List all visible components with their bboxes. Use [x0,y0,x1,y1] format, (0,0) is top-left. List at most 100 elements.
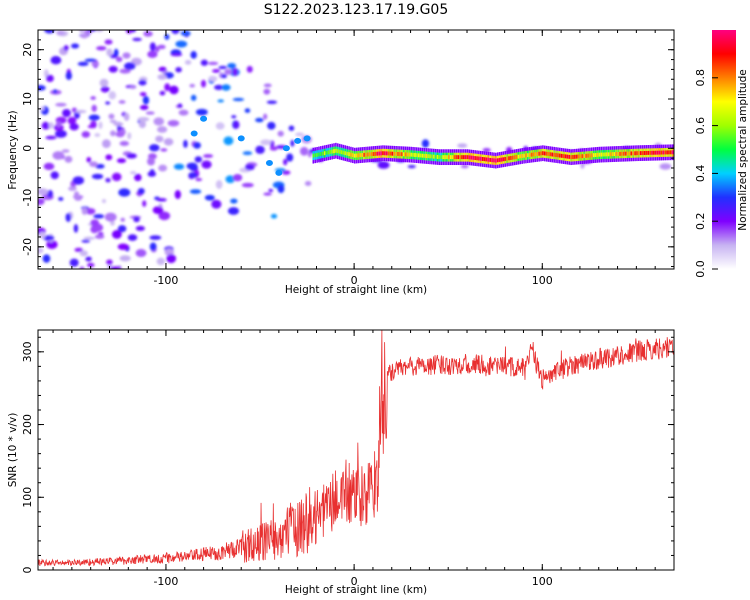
noise-blob [79,266,85,269]
noise-blob [53,89,58,94]
noise-blob [104,39,113,45]
ridge-core [455,155,458,160]
noise-blob [156,257,166,266]
ridge-core [423,153,426,158]
spectrogram-axes-frame [37,29,675,270]
noise-blob [208,75,218,82]
noise-blob [142,96,150,105]
noise-blob [190,51,197,59]
noise-blob [58,197,64,201]
noise-blob [81,239,91,243]
ridge-core [432,154,435,159]
noise-blob [132,37,142,42]
noise-blob [242,151,253,156]
noise-blob [167,119,180,127]
colorbar: 0.0 0.2 0.4 0.6 0.8 Normalized spectral ampl… [694,30,749,278]
noise-blob [91,104,97,112]
ridge-core [495,158,497,163]
ridge-core [483,157,486,162]
noise-blob [96,46,107,51]
ridge-core [346,151,348,156]
ridge-core [459,155,461,160]
noise-blob [100,86,110,93]
noise-blob [138,79,147,86]
ridge-core [318,152,320,157]
ridge-core [374,151,377,156]
ridge-core [489,157,491,162]
noise-blob [263,83,272,88]
ridge-core [671,150,674,155]
ridge-core [387,151,390,156]
noise-blob [263,113,268,120]
noise-blob [299,146,309,156]
noise-blob [147,157,155,166]
noise-blob [46,74,54,83]
noise-blob [122,52,131,59]
noise-blob [266,100,278,104]
noise-blob [217,99,224,103]
ridge-core [506,156,508,161]
noise-blob [138,120,146,129]
noise-blob [204,194,215,201]
noise-blob [171,30,180,35]
noise-blob [53,124,64,131]
ridge-core [649,150,651,155]
ridge-core [583,154,586,158]
ridge-core [333,149,335,154]
colorbar-label: Normalized spectral amplitude [737,69,749,230]
noise-blob [231,115,237,119]
ridge-core [478,156,480,161]
noise-blob [241,182,254,188]
noise-blob [108,91,117,100]
noise-blob [173,163,185,170]
ridge-core [536,151,539,156]
noise-blob [93,214,105,219]
ridge-core [352,153,354,158]
noise-blob [133,216,140,223]
ridge-core [453,155,456,160]
noise-blob [659,163,672,170]
ridge-core [643,151,646,155]
noise-blob [270,213,278,219]
noise-blob [267,121,276,130]
colorbar-gradient [712,30,736,269]
noise-blob [149,42,156,52]
noise-blob [137,187,145,195]
noise-blob [218,65,228,70]
ridge-core [668,150,670,155]
noise-blob [145,111,155,115]
noise-blob [200,79,207,88]
noise-blob [304,180,312,186]
ridge-core [639,151,642,156]
noise-blob [63,45,69,51]
ridge-core [474,156,476,161]
ridge-core [585,153,587,158]
noise-blob [109,119,117,124]
ridge-core [598,152,601,157]
snr-xtick-label: 0 [351,575,358,588]
noise-blob [139,104,149,111]
ridge-core [543,151,546,156]
ridge-core [463,155,465,160]
snr-ytick-label: 200 [21,414,34,435]
noise-blob [246,65,253,73]
noise-blob [137,116,150,122]
noise-blob [88,114,100,121]
ridge-core [508,156,510,161]
ridge-core [534,152,537,157]
noise-blob [263,88,271,95]
ridge-core [560,153,563,158]
noise-blob [232,173,243,182]
ridge-core [519,154,522,159]
ridge-core [372,152,375,156]
ridge-core [359,153,362,158]
colorbar-tick-label: 0.4 [694,165,707,183]
spectrogram-xtick-label: 0 [351,274,358,287]
ridge-core [638,151,640,156]
ridge-knot [294,137,302,144]
ridge-core [410,152,412,157]
ridge-core [611,152,614,157]
noise-blob [225,175,236,184]
